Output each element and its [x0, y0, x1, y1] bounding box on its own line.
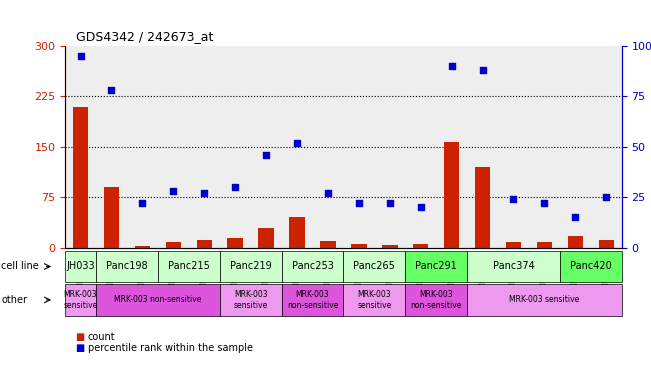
Text: Panc291: Panc291	[415, 262, 457, 271]
Text: ■: ■	[75, 343, 84, 353]
Bar	[382, 245, 398, 248]
Point	[539, 200, 549, 207]
Bar	[413, 244, 428, 248]
Bar	[135, 246, 150, 248]
Bar	[320, 241, 336, 248]
Text: MRK-003
sensitive: MRK-003 sensitive	[63, 290, 98, 310]
Point	[137, 200, 148, 207]
Point	[261, 152, 271, 158]
Point	[199, 190, 210, 196]
Point	[230, 184, 240, 190]
Point	[168, 188, 178, 194]
Text: other: other	[1, 295, 27, 305]
Text: Panc219: Panc219	[230, 262, 271, 271]
Text: ■: ■	[75, 332, 84, 342]
Bar	[475, 167, 490, 248]
Text: GDS4342 / 242673_at: GDS4342 / 242673_at	[76, 30, 214, 43]
Bar	[506, 242, 521, 248]
Text: Panc374: Panc374	[493, 262, 534, 271]
Point	[477, 67, 488, 73]
Bar	[227, 238, 243, 248]
Point	[601, 194, 611, 200]
Text: cell line: cell line	[1, 262, 39, 271]
Point	[415, 204, 426, 210]
Text: MRK-003
non-sensitive: MRK-003 non-sensitive	[287, 290, 338, 310]
Point	[323, 190, 333, 196]
Text: MRK-003 non-sensitive: MRK-003 non-sensitive	[114, 295, 202, 305]
Bar	[536, 242, 552, 248]
Point	[570, 214, 581, 220]
Text: Panc265: Panc265	[353, 262, 395, 271]
Bar	[568, 236, 583, 248]
Bar	[289, 217, 305, 248]
Point	[353, 200, 364, 207]
Bar	[165, 242, 181, 248]
Text: Panc198: Panc198	[106, 262, 148, 271]
Text: count: count	[88, 332, 115, 342]
Point	[106, 87, 117, 93]
Point	[447, 63, 457, 69]
Text: JH033: JH033	[66, 262, 95, 271]
Bar	[258, 227, 274, 248]
Point	[76, 53, 86, 59]
Bar	[197, 240, 212, 248]
Point	[292, 140, 302, 146]
Bar	[351, 244, 367, 248]
Bar	[104, 187, 119, 248]
Text: Panc215: Panc215	[168, 262, 210, 271]
Text: Panc253: Panc253	[292, 262, 333, 271]
Point	[508, 196, 519, 202]
Bar	[73, 106, 89, 248]
Text: MRK-003
sensitive: MRK-003 sensitive	[357, 290, 391, 310]
Bar	[444, 142, 460, 248]
Text: MRK-003 sensitive: MRK-003 sensitive	[509, 295, 579, 305]
Text: MRK-003
sensitive: MRK-003 sensitive	[234, 290, 268, 310]
Point	[385, 200, 395, 207]
Text: percentile rank within the sample: percentile rank within the sample	[88, 343, 253, 353]
Text: MRK-003
non-sensitive: MRK-003 non-sensitive	[411, 290, 462, 310]
Bar	[598, 240, 614, 248]
Text: Panc420: Panc420	[570, 262, 612, 271]
